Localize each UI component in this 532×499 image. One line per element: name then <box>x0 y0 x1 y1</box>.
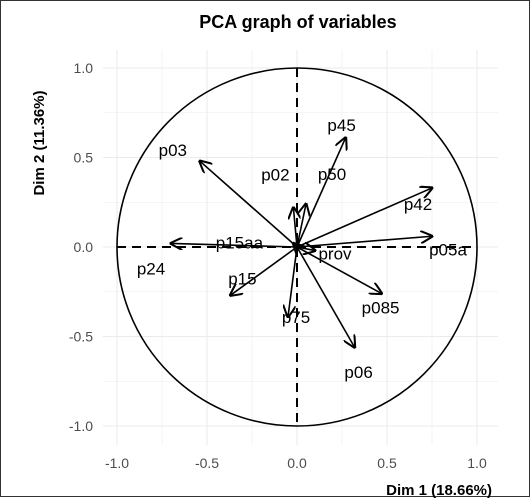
tick-labels: -1.0 -0.5 0.0 0.5 1.0 1.0 0.5 0.0 -0.5 -1.0 <box>69 60 487 471</box>
y-axis-title: Dim 2 (11.36%) <box>31 90 48 195</box>
x-tick-label: 0.0 <box>287 455 307 471</box>
x-tick-label: -0.5 <box>195 455 219 471</box>
arrow-p06 <box>296 246 355 347</box>
label-p42: p42 <box>404 195 432 214</box>
arrow-p24 <box>171 243 298 247</box>
label-p05a: p05a <box>429 240 467 259</box>
label-p15aa: p15aa <box>216 233 264 252</box>
label-p03: p03 <box>159 141 187 160</box>
label-p24: p24 <box>137 259 165 278</box>
y-tick-label: -1.0 <box>69 418 93 434</box>
arrow-p03 <box>200 161 298 248</box>
arrow-p42 <box>296 188 432 248</box>
label-p15: p15 <box>228 269 256 288</box>
variable-arrows <box>171 138 432 347</box>
label-p45: p45 <box>327 116 355 135</box>
arrow-p50 <box>296 204 306 248</box>
label-p085: p085 <box>362 299 400 318</box>
correlation-circle <box>116 67 478 427</box>
arrow-p05a <box>296 236 432 248</box>
arrow-p085 <box>296 246 382 294</box>
x-axis-title: Dim 1 (18.66%) <box>386 482 492 499</box>
label-p02: p02 <box>261 166 289 185</box>
y-tick-label: 0.5 <box>74 150 94 166</box>
y-tick-label: 0.0 <box>74 239 94 255</box>
arrow-p45 <box>296 138 346 248</box>
x-tick-label: -1.0 <box>105 455 129 471</box>
label-p50: p50 <box>318 165 346 184</box>
arrow-p02 <box>293 208 297 248</box>
arrow-p15 <box>230 246 298 295</box>
label-p75: p75 <box>282 308 310 327</box>
arrow-prov <box>296 247 315 251</box>
chart-title: PCA graph of variables <box>199 12 396 32</box>
y-tick-label: 1.0 <box>74 60 94 76</box>
x-tick-label: 1.0 <box>467 455 487 471</box>
y-tick-label: -0.5 <box>69 329 93 345</box>
arrow-p75 <box>288 246 298 317</box>
label-prov: prov <box>318 245 352 264</box>
x-tick-label: 0.5 <box>377 455 397 471</box>
variable-labels: p45 p03 p02 p50 p42 p15aa p05a p24 prov p085 p15 p7… <box>137 116 468 382</box>
label-p06: p06 <box>344 363 372 382</box>
